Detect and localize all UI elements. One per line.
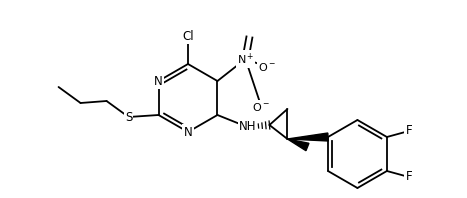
Text: F: F [405,125,412,137]
Text: NH: NH [239,121,256,133]
Text: N: N [154,74,163,88]
Text: N: N [184,126,192,138]
Polygon shape [288,139,309,151]
Text: O$^-$: O$^-$ [258,61,276,73]
Text: Cl: Cl [182,30,194,43]
Text: N$^+$: N$^+$ [237,51,254,67]
Text: F: F [405,170,412,184]
Text: S: S [125,110,132,124]
Polygon shape [288,133,328,141]
Text: O$^-$: O$^-$ [253,101,270,113]
